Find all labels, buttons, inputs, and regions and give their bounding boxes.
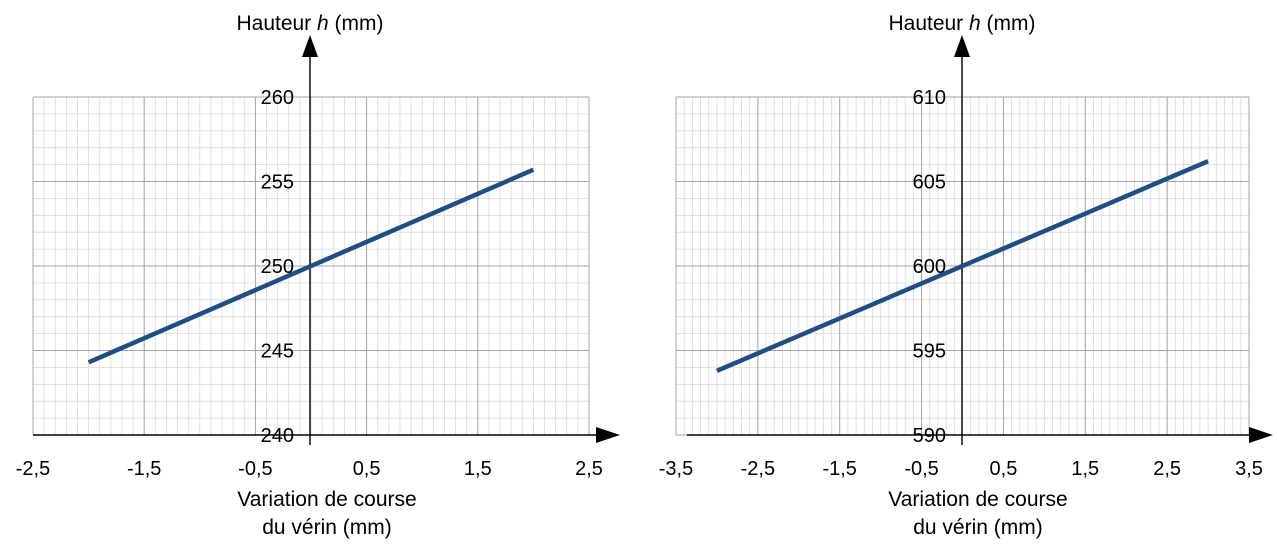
y-tick-label: 595 [913,341,946,363]
y-tick-label: 600 [913,256,946,278]
x-tick-label: -1,5 [822,458,856,480]
x-tick-label: 0,5 [353,458,381,480]
x-tick-label: 2,5 [575,458,603,480]
y-axis-title-prefix: Hauteur [236,12,317,35]
series-line [716,159,1209,373]
x-tick-label: -0,5 [904,458,938,480]
series-line [87,167,535,365]
y-axis-title-variable: h [317,12,329,35]
x-tick-label: -2,5 [16,458,50,480]
x-tick-label: 1,5 [464,458,492,480]
y-tick-label: 240 [261,425,294,447]
x-axis-label-line1: Variation de course [237,488,416,511]
x-tick-label: -3,5 [659,458,693,480]
x-tick-label: 3,5 [1235,458,1263,480]
x-tick-label: 0,5 [990,458,1018,480]
y-axis-arrow-icon [302,35,318,57]
y-tick-label: 605 [913,172,946,194]
y-tick-label: 590 [913,425,946,447]
x-axis-label-line2: du vérin (mm) [913,516,1043,539]
x-axis-label-line1: Variation de course [888,488,1067,511]
x-tick-label: -1,5 [127,458,161,480]
y-axis-arrow-icon [954,35,970,57]
chart-left: 240 245 250 255 260 -2,5 -1,5 -0,5 0,5 1,5 2,5 Haut… [16,12,620,539]
y-tick-label: 250 [261,256,294,278]
x-axis-label-line2: du vérin (mm) [262,516,392,539]
y-tick-label: 255 [261,172,294,194]
x-tick-label: 1,5 [1071,458,1099,480]
x-tick-label: -0,5 [238,458,272,480]
x-axis-arrow-icon [1249,427,1273,443]
y-tick-label: 245 [261,341,294,363]
y-axis-title: Hauteur h (mm) [888,12,1035,35]
y-axis-title-unit: (mm) [981,12,1036,35]
y-axis-title: Hauteur h (mm) [236,12,383,35]
y-tick-label: 610 [913,87,946,109]
y-axis-title-variable: h [969,12,981,35]
chart-right: 590 595 600 605 610 -3,5 -2,5 -1,5 -0,5 0,5 1,5 2,5… [659,12,1273,539]
x-tick-label: 2,5 [1153,458,1181,480]
x-axis-arrow-icon [596,427,620,443]
y-tick-label: 260 [261,87,294,109]
x-tick-label: -2,5 [741,458,775,480]
y-axis-title-unit: (mm) [329,12,384,35]
y-axis-title-prefix: Hauteur [888,12,969,35]
